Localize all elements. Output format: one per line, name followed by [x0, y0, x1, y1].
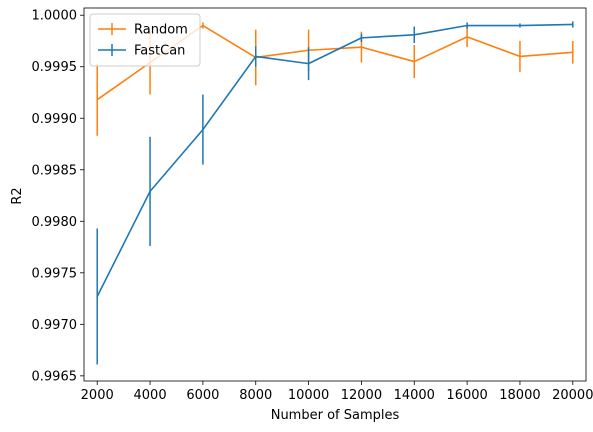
axes: 2000 4000 6000 8000 10000 12000 14000 16000 1800…	[32, 7, 593, 403]
x-tick-label: 8000	[239, 388, 272, 403]
x-tick-label: 6000	[186, 388, 219, 403]
y-axis-label: R2	[10, 187, 25, 204]
legend-label: Random	[134, 23, 188, 38]
y-tick-label: 0.9970	[32, 318, 78, 333]
y-tick-label: 0.9985	[32, 163, 78, 178]
plot-area	[96, 21, 574, 365]
y-tick-label: 0.9965	[32, 369, 78, 384]
x-tick-label: 4000	[134, 388, 167, 403]
axes-frame	[83, 7, 587, 382]
legend-item-random: Random	[98, 23, 188, 38]
series-fastcan	[96, 21, 574, 365]
y-tick-label: 0.9990	[32, 112, 78, 127]
series-line	[96, 23, 573, 297]
x-tick-label: 16000	[446, 388, 487, 403]
x-axis-label: Number of Samples	[271, 408, 400, 423]
legend-label: FastCan	[134, 44, 185, 59]
y-tick-label: 0.9995	[32, 60, 78, 75]
legend-box	[89, 13, 201, 67]
y-tick-label: 1.0000	[32, 9, 78, 24]
x-tick-label: 14000	[394, 388, 435, 403]
y-tick-label: 0.9980	[32, 215, 78, 230]
legend-item-fastcan: FastCan	[98, 44, 185, 59]
x-tick-label: 18000	[499, 388, 540, 403]
y-tick-label: 0.9975	[32, 266, 78, 281]
x-tick-label: 12000	[341, 388, 382, 403]
x-tick-label: 2000	[81, 388, 114, 403]
x-tick-label: 20000	[552, 388, 593, 403]
legend: Random FastCan	[89, 13, 201, 67]
x-tick-label: 10000	[288, 388, 329, 403]
